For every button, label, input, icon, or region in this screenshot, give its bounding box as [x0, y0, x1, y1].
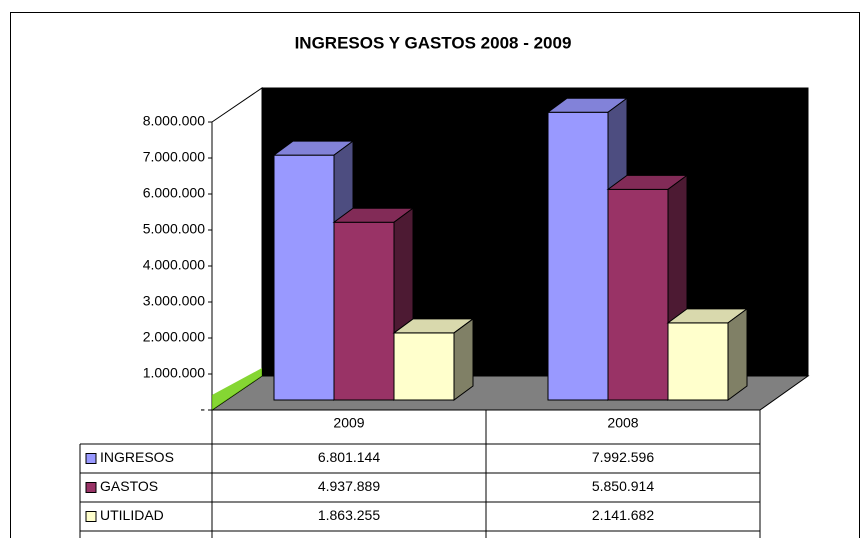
legend-swatch [85, 453, 97, 464]
bar [607, 188, 669, 401]
y-tick-label: - [200, 401, 205, 417]
table-border [212, 409, 761, 538]
bar-side [727, 307, 748, 401]
table-value: 2.141.682 [592, 507, 654, 523]
y-tick-label: 7.000.000 [143, 149, 205, 165]
y-tick-label: 2.000.000 [143, 329, 205, 345]
side-wall-shade [212, 368, 262, 410]
bar [333, 221, 395, 401]
table-value: 4.937.889 [318, 478, 380, 494]
legend-swatch [85, 482, 97, 493]
x-tick-label: 2008 [607, 415, 638, 431]
y-tick-label: 8.000.000 [143, 113, 205, 129]
y-tick-label: 3.000.000 [143, 293, 205, 309]
legend-label: UTILIDAD [100, 507, 164, 523]
y-tick-label: 1.000.000 [143, 365, 205, 381]
bar [393, 332, 455, 401]
y-tick-label: 5.000.000 [143, 221, 205, 237]
table-value: 7.992.596 [592, 449, 654, 465]
x-tick-label: 2009 [333, 415, 364, 431]
bar [273, 154, 335, 401]
legend-swatch [85, 511, 97, 522]
chart-title: INGRESOS Y GASTOS 2008 - 2009 [295, 33, 572, 52]
bar [547, 111, 609, 401]
table-value: 6.801.144 [318, 449, 380, 465]
y-tick-label: 4.000.000 [143, 257, 205, 273]
y-tick-label: 6.000.000 [143, 185, 205, 201]
legend-label: GASTOS [100, 478, 158, 494]
bar-side [453, 317, 474, 401]
table-value: 5.850.914 [592, 478, 654, 494]
table-value: 1.863.255 [318, 507, 380, 523]
side-wall [211, 87, 263, 411]
bar [667, 322, 729, 401]
legend-label: INGRESOS [100, 449, 174, 465]
